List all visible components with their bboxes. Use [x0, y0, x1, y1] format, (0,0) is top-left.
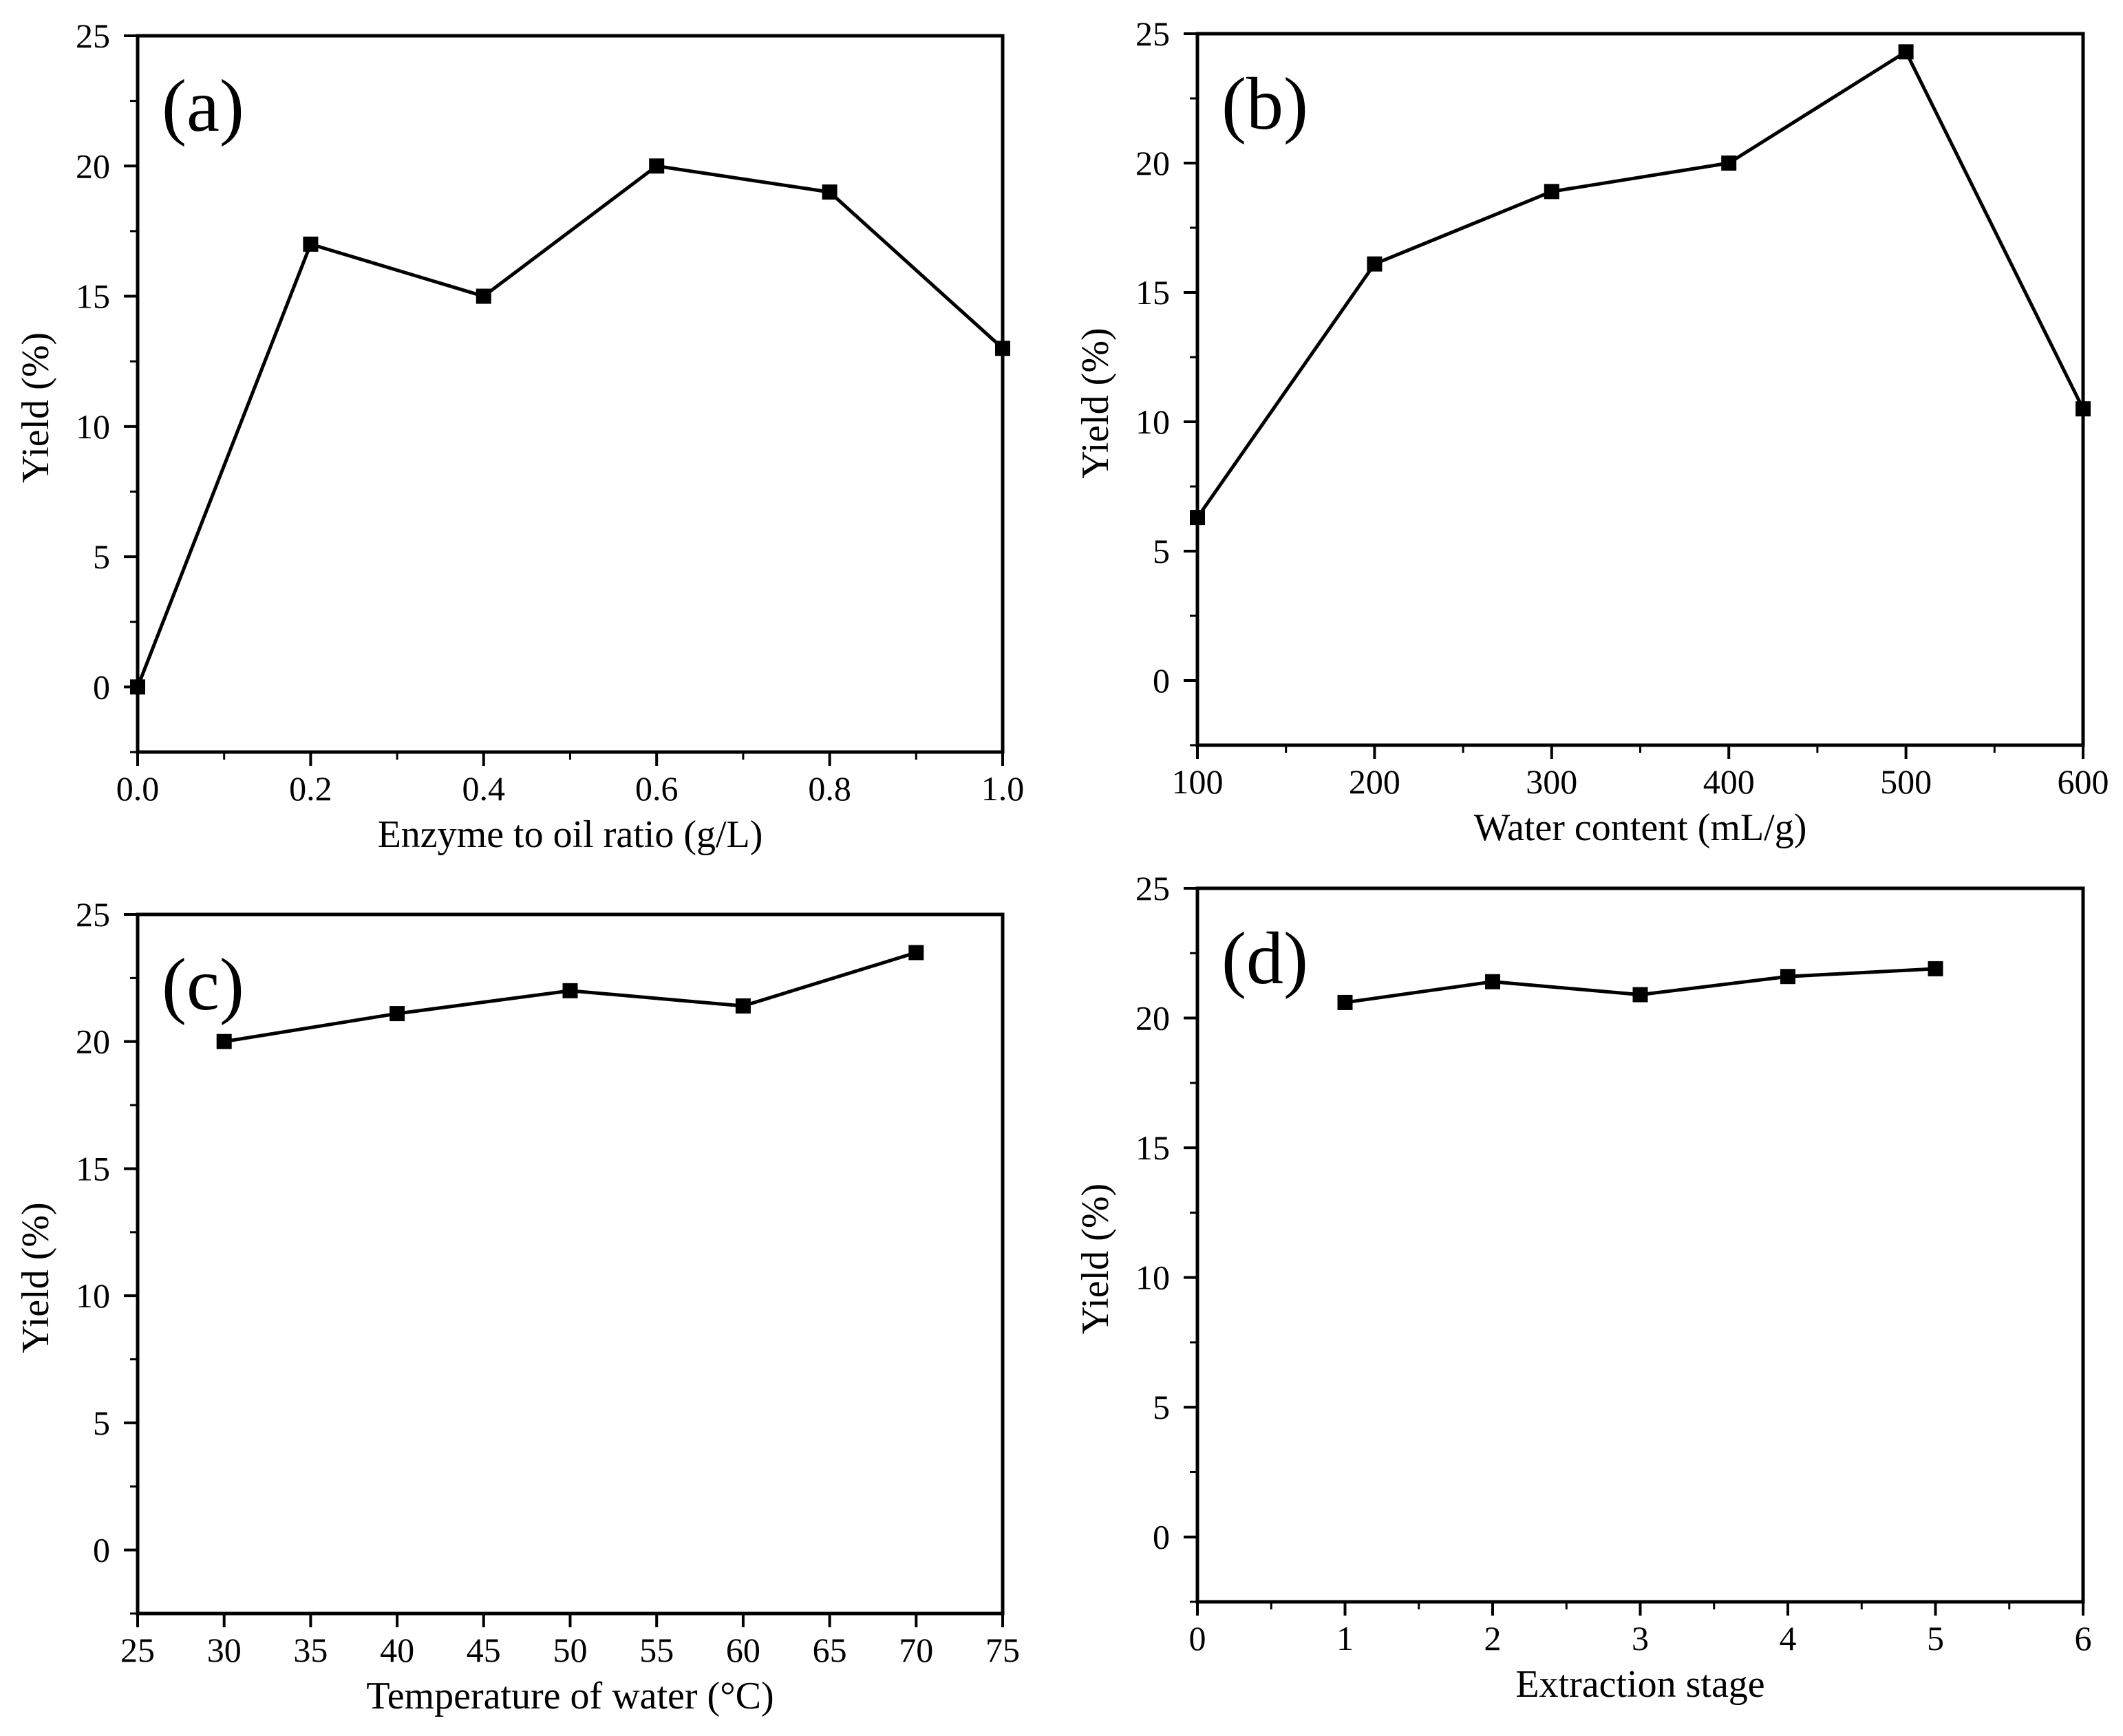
- x-tick-label: 1: [1336, 1619, 1354, 1658]
- data-point: [1632, 987, 1648, 1003]
- data-point: [390, 1006, 405, 1022]
- x-tick-label: 35: [293, 1631, 328, 1669]
- data-point: [822, 184, 838, 200]
- data-point: [1190, 510, 1205, 526]
- x-tick-label: 5: [1927, 1619, 1944, 1658]
- data-point: [1780, 969, 1795, 985]
- y-tick-label: 20: [76, 1022, 110, 1061]
- x-tick-label: 0.4: [462, 769, 506, 808]
- y-axis-label: Yield (%): [1074, 1183, 1117, 1334]
- series-line: [1195, 50, 2085, 519]
- data-point: [1544, 184, 1559, 200]
- y-tick-label: 10: [1135, 403, 1170, 441]
- plot-frame: [136, 912, 1005, 1616]
- y-tick-label: 25: [1135, 14, 1170, 53]
- data-point: [735, 998, 751, 1014]
- x-tick-label: 50: [553, 1631, 588, 1669]
- data-point: [130, 679, 145, 695]
- chart-panel-2: 100 200 300 400 500 600 0 5 10 15 20 25 Water conten…: [1074, 14, 2109, 849]
- x-tick-label: 3: [1632, 1619, 1649, 1658]
- y-tick-label: 5: [93, 537, 110, 576]
- x-axis-label: Enzyme to oil ratio (g/L): [378, 813, 763, 856]
- data-point: [908, 945, 924, 961]
- data-point: [1721, 156, 1737, 171]
- data-point: [303, 236, 319, 252]
- x-axis-label: Water content (mL/g): [1474, 806, 1807, 849]
- x-tick-label: 0.0: [116, 769, 160, 808]
- chart-panel-4: 0 1 2 3 4 5 6 0 5 10 15 20 25 Extraction stage Yield (…: [1074, 869, 2092, 1706]
- y-axis-label: Yield (%): [14, 1202, 57, 1353]
- y-tick-label: 20: [1135, 144, 1170, 182]
- y-tick-label: 5: [1153, 1388, 1170, 1426]
- x-tick-label: 100: [1172, 762, 1224, 801]
- y-tick-label: 0: [93, 1531, 110, 1569]
- x-tick-label: 4: [1780, 1619, 1797, 1658]
- y-axis-label: Yield (%): [1074, 328, 1117, 478]
- x-tick-label: 1.0: [981, 769, 1025, 808]
- x-axis-label: Temperature of water (°C): [366, 1675, 774, 1717]
- x-tick-label: 25: [120, 1631, 155, 1669]
- y-tick-label: 0: [1153, 1518, 1170, 1556]
- y-tick-label: 25: [76, 895, 110, 934]
- data-point: [649, 158, 665, 174]
- x-tick-label: 0.6: [635, 769, 679, 808]
- y-tick-label: 5: [1153, 532, 1170, 570]
- y-axis-label: Yield (%): [14, 332, 57, 483]
- y-tick-label: 20: [1135, 999, 1170, 1038]
- data-point: [2076, 401, 2091, 417]
- y-tick-label: 10: [76, 1276, 110, 1315]
- y-tick-label: 25: [76, 17, 110, 55]
- y-tick-label: 15: [76, 277, 110, 316]
- y-tick-label: 5: [93, 1404, 110, 1442]
- data-point: [1367, 256, 1383, 272]
- x-tick-label: 55: [639, 1631, 674, 1669]
- panel-label: (c): [162, 944, 244, 1026]
- x-tick-label: 60: [726, 1631, 760, 1669]
- data-point: [476, 288, 491, 304]
- y-tick-label: 25: [1135, 869, 1170, 908]
- series-line: [136, 164, 1004, 688]
- y-tick-label: 20: [76, 147, 110, 185]
- data-point: [1337, 994, 1353, 1010]
- y-tick-label: 0: [93, 667, 110, 706]
- x-tick-label: 400: [1703, 762, 1755, 801]
- panel-label: (d): [1221, 918, 1308, 1000]
- data-point: [216, 1033, 232, 1049]
- data-point: [1485, 974, 1500, 989]
- y-tick-label: 10: [76, 407, 110, 446]
- x-tick-label: 65: [813, 1631, 847, 1669]
- x-tick-label: 500: [1880, 762, 1932, 801]
- y-tick-label: 10: [1135, 1258, 1170, 1297]
- x-tick-label: 600: [2058, 762, 2109, 801]
- y-tick-label: 15: [1135, 1128, 1170, 1167]
- panel-label: (b): [1221, 63, 1308, 145]
- y-tick-label: 0: [1153, 661, 1170, 700]
- x-tick-label: 0.8: [808, 769, 851, 808]
- data-point: [1898, 44, 1914, 60]
- data-point: [995, 341, 1010, 356]
- y-tick-label: 15: [1135, 273, 1170, 312]
- x-tick-label: 0.2: [289, 769, 332, 808]
- data-point: [1928, 961, 1943, 976]
- chart-panel-1: 0.0 0.2 0.4 0.6 0.8 1.0 0 5 10 15 20 25 Enzyme to oi…: [14, 17, 1024, 856]
- data-point: [562, 983, 578, 998]
- x-tick-label: 6: [2075, 1619, 2092, 1658]
- x-tick-label: 70: [899, 1631, 933, 1669]
- x-tick-label: 0: [1189, 1619, 1206, 1658]
- x-tick-label: 45: [467, 1631, 501, 1669]
- x-tick-label: 40: [380, 1631, 414, 1669]
- x-axis-label: Extraction stage: [1515, 1663, 1764, 1706]
- x-tick-label: 30: [207, 1631, 242, 1669]
- x-tick-label: 200: [1349, 762, 1400, 801]
- x-tick-label: 2: [1484, 1619, 1502, 1658]
- x-tick-label: 300: [1526, 762, 1577, 801]
- y-tick-label: 15: [76, 1149, 110, 1188]
- panel-label: (a): [162, 65, 244, 147]
- plot-frame: [136, 34, 1005, 754]
- chart-panel-3: 25 30 35 40 45 50 55 60 65 70 75 0 5 10 15 20 25 Temperat…: [14, 895, 1020, 1717]
- x-tick-label: 75: [985, 1631, 1020, 1669]
